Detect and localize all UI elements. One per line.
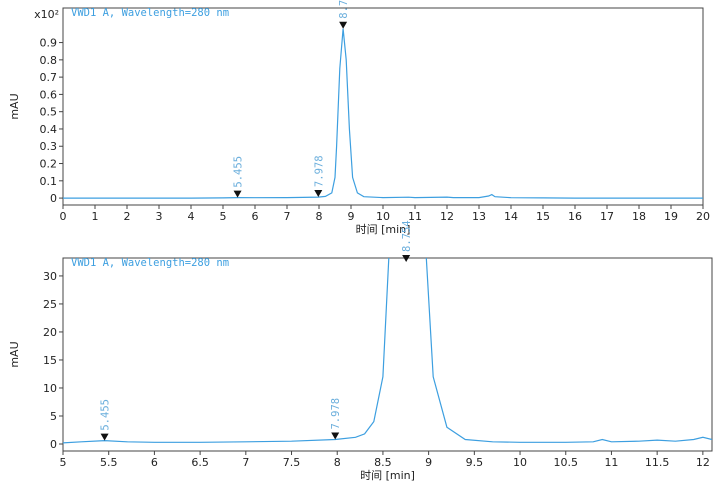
x-tick-label: 7 [284, 210, 291, 223]
y-tick-label: 10 [43, 382, 57, 395]
x-tick-label: 11 [408, 210, 422, 223]
x-tick-label: 11 [604, 456, 618, 469]
x-tick-label: 8.5 [374, 456, 392, 469]
signal-line [63, 28, 703, 199]
y-tick-label: 15 [43, 354, 57, 367]
x-tick-label: 9.5 [466, 456, 484, 469]
x-tick-label: 10 [513, 456, 527, 469]
y-tick-label: 0.2 [40, 158, 58, 171]
peak-marker [100, 433, 109, 441]
plot-frame [62, 7, 704, 206]
x-axis-label: 时间 [min] [356, 223, 411, 236]
x-tick-label: 11.5 [645, 456, 670, 469]
x-tick-label: 18 [632, 210, 646, 223]
x-tick-label: 12 [440, 210, 454, 223]
y-multiplier: x10² [34, 8, 59, 21]
y-tick-label: 5 [50, 410, 57, 423]
x-tick-label: 7.5 [283, 456, 301, 469]
x-tick-label: 3 [156, 210, 163, 223]
peak-marker [331, 432, 340, 440]
x-tick-label: 17 [600, 210, 614, 223]
peak-label: 8.754 [338, 0, 350, 19]
y-tick-label: 20 [43, 326, 57, 339]
y-tick-label: 0.8 [40, 54, 58, 67]
y-tick-label: 0.4 [40, 123, 58, 136]
plot-frame [62, 257, 713, 452]
x-tick-label: 7 [242, 456, 249, 469]
x-tick-label: 8 [334, 456, 341, 469]
peak-label: 5.455 [233, 156, 245, 188]
x-tick-label: 6.5 [191, 456, 209, 469]
peak-label: 8.754 [401, 220, 413, 252]
x-tick-label: 12 [696, 456, 710, 469]
y-tick-label: 0.5 [40, 106, 58, 119]
x-tick-label: 8 [316, 210, 323, 223]
x-tick-label: 20 [696, 210, 710, 223]
peak-label: 7.978 [330, 398, 342, 430]
y-tick-label: 0 [50, 192, 57, 205]
peak-marker [402, 255, 411, 262]
y-tick-label: 0.7 [40, 71, 58, 84]
x-tick-label: 5 [220, 210, 227, 223]
x-tick-label: 4 [188, 210, 195, 223]
x-tick-label: 9 [348, 210, 355, 223]
y-tick-label: 0 [50, 438, 57, 451]
peak-label: 5.455 [100, 399, 112, 431]
x-tick-label: 1 [92, 210, 99, 223]
panel: VWD1 A, Wavelength=280 nm x10² mAU 时间 [min]… [8, 0, 710, 236]
peak-marker [314, 190, 323, 198]
peak-label: 7.978 [313, 155, 325, 187]
x-tick-label: 5 [60, 456, 67, 469]
y-tick-label: 0.9 [40, 37, 58, 50]
x-tick-label: 10 [376, 210, 390, 223]
peak-marker [233, 190, 242, 198]
x-tick-label: 14 [504, 210, 518, 223]
x-tick-label: 9 [425, 456, 432, 469]
chart-title: VWD1 A, Wavelength=280 nm [71, 7, 229, 19]
x-tick-label: 15 [536, 210, 550, 223]
y-tick-label: 0.3 [40, 140, 58, 153]
x-tick-label: 2 [124, 210, 131, 223]
x-tick-label: 0 [60, 210, 67, 223]
x-tick-label: 6 [252, 210, 259, 223]
x-tick-label: 5.5 [100, 456, 118, 469]
x-tick-label: 16 [568, 210, 582, 223]
x-tick-label: 6 [151, 456, 158, 469]
y-tick-label: 0.6 [40, 88, 58, 101]
y-tick-label: 0.1 [40, 175, 58, 188]
x-axis-label: 时间 [min] [360, 469, 415, 482]
y-tick-label: 30 [43, 270, 57, 283]
peak-marker [339, 21, 348, 29]
x-tick-label: 19 [664, 210, 678, 223]
signal-line [63, 258, 712, 444]
x-tick-label: 13 [472, 210, 486, 223]
y-axis-label: mAU [8, 93, 21, 119]
y-tick-label: 25 [43, 298, 57, 311]
chart-title: VWD1 A, Wavelength=280 nm [71, 257, 229, 269]
y-axis-label: mAU [8, 341, 21, 367]
x-tick-label: 10.5 [553, 456, 578, 469]
